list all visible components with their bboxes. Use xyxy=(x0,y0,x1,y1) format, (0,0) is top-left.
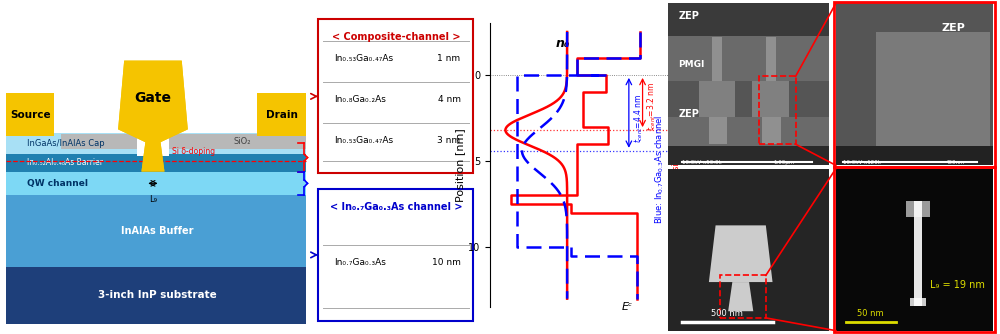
Bar xyxy=(6,267,306,324)
Text: 1.00μm: 1.00μm xyxy=(773,160,794,165)
Polygon shape xyxy=(709,225,773,282)
Text: 500 nm: 500 nm xyxy=(711,309,743,318)
Bar xyxy=(668,3,829,36)
Bar xyxy=(762,117,781,144)
Bar xyxy=(720,275,766,318)
Bar xyxy=(910,298,926,306)
Bar xyxy=(668,3,829,165)
Bar xyxy=(668,36,829,81)
Bar xyxy=(6,93,54,136)
Text: Source: Source xyxy=(10,110,51,120)
Text: Gate: Gate xyxy=(134,92,171,106)
Bar xyxy=(712,37,722,81)
Bar xyxy=(668,169,829,331)
Bar xyxy=(257,93,306,136)
Text: 400nm: 400nm xyxy=(946,160,966,165)
Text: n₀: n₀ xyxy=(556,37,570,50)
Bar xyxy=(914,201,922,306)
Text: 50 nm: 50 nm xyxy=(857,309,884,318)
Polygon shape xyxy=(118,60,188,172)
Text: $t_{cent}$=4.4 nm: $t_{cent}$=4.4 nm xyxy=(632,93,645,143)
Bar xyxy=(766,37,776,81)
Text: L₉ = 19 nm: L₉ = 19 nm xyxy=(930,280,985,290)
Bar xyxy=(61,134,306,149)
Bar xyxy=(836,146,993,165)
Bar xyxy=(668,81,829,117)
Polygon shape xyxy=(728,282,753,311)
Bar xyxy=(318,189,473,321)
Bar xyxy=(668,146,829,165)
Bar xyxy=(137,116,169,156)
Text: 10.0kV x120k: 10.0kV x120k xyxy=(843,160,881,165)
Bar xyxy=(668,117,829,146)
Bar xyxy=(906,201,930,217)
Text: $t_{cent}$=3.2 nm: $t_{cent}$=3.2 nm xyxy=(646,81,658,131)
Text: 4 nm: 4 nm xyxy=(438,95,461,104)
Bar xyxy=(6,154,306,172)
Text: In₀.₇Ga₀.₃As: In₀.₇Ga₀.₃As xyxy=(334,258,386,267)
Text: SiO₂: SiO₂ xyxy=(234,137,251,146)
Text: ZEP: ZEP xyxy=(678,109,699,119)
Text: 10 nm: 10 nm xyxy=(432,258,461,267)
Text: < Composite-channel >: < Composite-channel > xyxy=(332,32,460,42)
Text: PMGI: PMGI xyxy=(678,60,705,69)
Bar xyxy=(318,19,473,173)
Bar xyxy=(698,81,735,117)
Bar xyxy=(6,172,306,195)
Text: 3 nm: 3 nm xyxy=(437,136,461,145)
Text: Si δ-doping: Si δ-doping xyxy=(172,147,215,156)
Bar xyxy=(6,195,306,267)
Text: Drain: Drain xyxy=(266,110,298,120)
Text: In₀.₅₃Ga₀.₄₇As: In₀.₅₃Ga₀.₄₇As xyxy=(334,136,393,145)
Bar xyxy=(836,169,993,331)
Y-axis label: Position [nm]: Position [nm] xyxy=(455,129,465,202)
Text: In₀.₅₂Al₀.₄₈As Barrier: In₀.₅₂Al₀.₄₈As Barrier xyxy=(27,158,103,167)
Bar xyxy=(834,2,995,167)
Text: QW channel: QW channel xyxy=(27,179,88,188)
Text: Red: Composite-channel: Red: Composite-channel xyxy=(672,118,681,221)
Bar xyxy=(834,167,995,332)
Text: 1 nm: 1 nm xyxy=(437,54,461,63)
Bar xyxy=(752,81,789,117)
Text: L₉: L₉ xyxy=(149,195,157,204)
Bar xyxy=(836,3,993,165)
Bar xyxy=(6,133,306,154)
Text: 10.0kV x50.0k: 10.0kV x50.0k xyxy=(682,160,722,165)
Text: InGaAs/InAlAs Cap: InGaAs/InAlAs Cap xyxy=(27,139,105,148)
Text: 3-inch InP substrate: 3-inch InP substrate xyxy=(98,291,217,301)
Bar xyxy=(709,117,727,144)
Text: ZEP: ZEP xyxy=(678,11,699,21)
Bar xyxy=(759,76,796,144)
Polygon shape xyxy=(118,60,188,172)
Text: ZEP: ZEP xyxy=(941,23,965,33)
Text: Eᶜ: Eᶜ xyxy=(622,302,633,312)
Text: In₀.₅₃Ga₀.₄₇As: In₀.₅₃Ga₀.₄₇As xyxy=(334,54,393,63)
Text: In₀.₈Ga₀.₂As: In₀.₈Ga₀.₂As xyxy=(334,95,386,104)
Text: InAlAs Buffer: InAlAs Buffer xyxy=(121,226,194,236)
Bar xyxy=(876,32,990,146)
Text: < In₀.₇Ga₀.₃As channel >: < In₀.₇Ga₀.₃As channel > xyxy=(330,201,462,211)
Text: Blue: In$_{0.7}$Ga$_{0.3}$As channel: Blue: In$_{0.7}$Ga$_{0.3}$As channel xyxy=(653,115,666,224)
